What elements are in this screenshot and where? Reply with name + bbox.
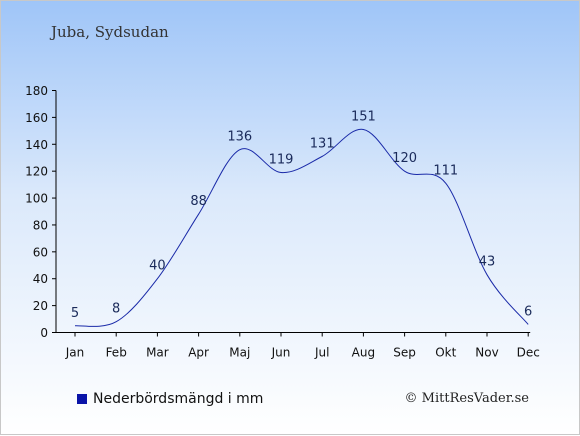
x-tick-label: Okt [435,346,456,360]
data-label: 88 [190,194,207,209]
x-tick-label: Jun [271,346,291,360]
x-tick-label: Dec [517,346,540,360]
y-tick-label: 20 [33,299,48,313]
legend-label: Nederbördsmängd i mm [93,391,264,407]
data-label: 120 [392,151,417,166]
x-tick-label: Sep [393,346,416,360]
data-label: 8 [112,302,120,317]
data-label: 151 [351,109,376,124]
y-tick-label: 0 [40,326,48,340]
x-tick-label: Jan [65,346,85,360]
series-line [74,128,529,327]
x-tick-label: Maj [229,346,250,360]
data-label: 111 [433,163,458,178]
data-label: 5 [71,306,79,321]
data-label: 119 [269,153,294,168]
x-tick-label: Apr [188,346,209,360]
y-tick-label: 180 [25,84,48,98]
y-tick-label: 60 [33,245,48,259]
location-title: Juba, Sydsudan [51,23,169,41]
data-label: 43 [479,255,496,270]
data-label: 136 [227,130,252,145]
data-label: 40 [149,259,166,274]
x-tick-label: Feb [106,346,127,360]
legend: Nederbördsmängd i mm [77,391,263,407]
y-tick-label: 100 [25,192,48,206]
y-tick-label: 120 [25,165,48,179]
x-tick-label: Nov [475,346,498,360]
y-tick-label: 40 [33,272,48,286]
y-tick-label: 80 [33,218,48,232]
data-label: 131 [310,136,335,151]
legend-swatch [77,394,87,404]
y-tick-label: 140 [25,138,48,152]
data-label: 6 [524,304,532,319]
copyright-text: © MittResVader.se [404,391,529,406]
x-tick-label: Mar [146,346,169,360]
x-tick-label: Aug [352,346,375,360]
x-tick-label: Jul [314,346,329,360]
y-tick-label: 160 [25,111,48,125]
